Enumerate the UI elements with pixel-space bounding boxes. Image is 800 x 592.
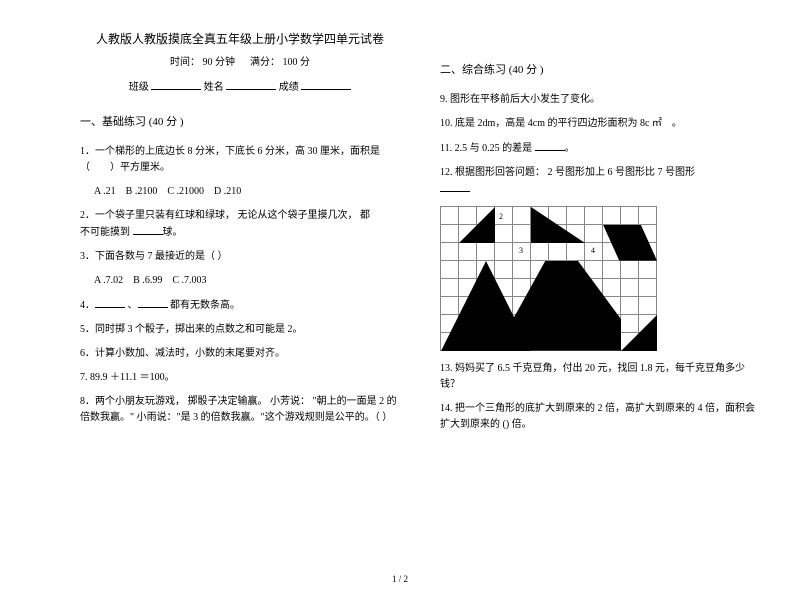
time-label: 时间： — [170, 57, 200, 68]
score-blank — [301, 79, 351, 90]
q12-blank — [440, 181, 470, 192]
section-2-title: 二、综合练习 (40 分 ) — [440, 62, 760, 80]
right-column: 二、综合练习 (40 分 ) 9. 图形在平移前后大小发生了变化。 10. 底是… — [440, 30, 760, 441]
exam-title: 人教版人教版摸底全真五年级上册小学数学四单元试卷 — [80, 30, 400, 49]
q1: 1．一个梯形的上底边长 8 分米，下底长 6 分米，高 30 厘米，面积是（ ）… — [80, 144, 400, 176]
q4-c: 都有无数条高。 — [170, 300, 240, 311]
q9: 9. 图形在平移前后大小发生了变化。 — [440, 92, 760, 108]
page-footer: 1 / 2 — [0, 574, 800, 584]
section-1-title: 一、基础练习 (40 分 ) — [80, 114, 400, 132]
label-2: 2 — [499, 211, 503, 224]
label-6: 6 — [535, 327, 539, 340]
q10: 10. 底是 2dm，高是 4cm 的平行四边形面积为 8c ㎡ 。 — [440, 116, 760, 132]
left-column: 人教版人教版摸底全真五年级上册小学数学四单元试卷 时间： 90 分钟 满分： 1… — [80, 30, 400, 441]
label-5: 5 — [573, 265, 577, 278]
q6: 6．计算小数加、减法时，小数的末尾要对齐。 — [80, 346, 400, 362]
q11-b: 。 — [565, 143, 575, 154]
exam-page: 人教版人教版摸底全真五年级上册小学数学四单元试卷 时间： 90 分钟 满分： 1… — [0, 0, 800, 451]
full-value: 100 分 — [283, 57, 311, 68]
name-label: 姓名 — [204, 82, 224, 93]
q3-options: A .7.02 B .6.99 C .7.003 — [94, 273, 400, 289]
q4-blank2 — [138, 297, 168, 308]
q4-a: 4． — [80, 300, 95, 311]
full-label: 满分： — [250, 57, 280, 68]
score-label: 成绩 — [279, 82, 299, 93]
q11-blank — [535, 140, 565, 151]
label-4: 4 — [591, 245, 595, 258]
q2-c: 球。 — [163, 227, 183, 238]
q3: 3．下面各数与 7 最接近的是（ ） — [80, 249, 400, 265]
label-3: 3 — [519, 245, 523, 258]
q4-blank1 — [95, 297, 125, 308]
q7: 7. 89.9 ＋11.1 ＝100。 — [80, 370, 400, 386]
q5: 5．同时掷 3 个骰子，掷出来的点数之和可能是 2。 — [80, 322, 400, 338]
q12-text: 12. 根据图形回答问题： 2 号图形加上 6 号图形比 7 号图形 — [440, 167, 695, 178]
q4-b: 、 — [128, 300, 138, 311]
name-blank — [226, 79, 276, 90]
class-blank — [151, 79, 201, 90]
q2: 2．一个袋子里只装有红球和绿球， 无论从这个袋子里摸几次， 都 不可能摸到 球。 — [80, 208, 400, 241]
figure-grid: 2 3 4 5 6 — [440, 206, 657, 351]
q8: 8．两个小朋友玩游戏， 掷骰子决定输赢。 小芳说： "朝上的一面是 2 的倍数我… — [80, 394, 400, 426]
time-value: 90 分钟 — [203, 57, 236, 68]
shape-right-tri — [621, 315, 657, 351]
figure-grid-wrap: 2 3 4 5 6 — [440, 206, 760, 351]
q2-b: 不可能摸到 — [80, 227, 133, 238]
shape-3 — [531, 207, 585, 243]
q2-a: 2．一个袋子里只装有红球和绿球， 无论从这个袋子里摸几次， 都 — [80, 210, 370, 221]
class-label: 班级 — [129, 82, 149, 93]
student-blanks: 班级 姓名 成绩 — [80, 79, 400, 96]
q13: 13. 妈妈买了 6.5 千克豆角，付出 20 元，找回 1.8 元，每千克豆角… — [440, 361, 760, 393]
q1-options: A .21 B .2100 C .21000 D .210 — [94, 184, 400, 200]
q12: 12. 根据图形回答问题： 2 号图形加上 6 号图形比 7 号图形 — [440, 165, 760, 198]
q4: 4． 、 都有无数条高。 — [80, 297, 400, 314]
exam-meta: 时间： 90 分钟 满分： 100 分 — [80, 55, 400, 71]
q11-a: 11. 2.5 与 0.25 的差是 — [440, 143, 535, 154]
q14: 14. 把一个三角形的底扩大到原来的 2 倍，高扩大到原来的 4 倍，面积会扩大… — [440, 401, 760, 433]
q2-blank — [133, 224, 163, 235]
shape-2 — [459, 207, 495, 243]
q11: 11. 2.5 与 0.25 的差是 。 — [440, 140, 760, 157]
